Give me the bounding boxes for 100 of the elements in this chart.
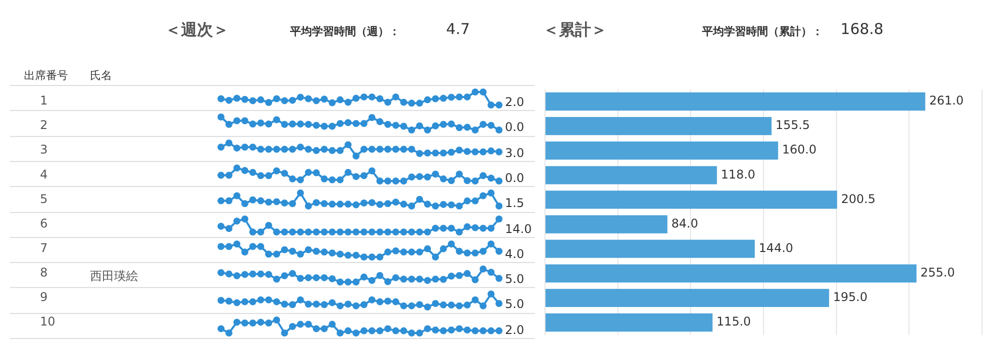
point bbox=[448, 177, 455, 184]
text: 平均学習時間（週）： bbox=[290, 24, 400, 39]
point bbox=[281, 301, 288, 308]
point bbox=[376, 118, 384, 126]
point bbox=[241, 200, 248, 208]
point bbox=[488, 122, 495, 130]
point bbox=[408, 302, 416, 310]
point bbox=[392, 198, 400, 206]
text: 14.0 bbox=[505, 222, 532, 236]
point bbox=[376, 253, 384, 260]
text: 西田瑛絵 bbox=[90, 268, 138, 286]
point bbox=[304, 95, 312, 102]
chart-title: ＜累計＞ bbox=[543, 20, 607, 41]
point bbox=[281, 329, 288, 336]
point bbox=[384, 298, 392, 306]
bar bbox=[546, 313, 713, 332]
point bbox=[218, 324, 224, 332]
point bbox=[241, 166, 248, 174]
point bbox=[472, 177, 479, 184]
point bbox=[296, 143, 304, 150]
bar bbox=[546, 264, 917, 282]
point bbox=[472, 249, 479, 256]
text: 5.0 bbox=[505, 272, 524, 286]
data-label: 118.0 bbox=[720, 167, 756, 182]
point bbox=[257, 270, 264, 278]
point bbox=[392, 298, 400, 306]
point bbox=[400, 248, 408, 256]
point bbox=[328, 275, 336, 282]
point bbox=[344, 228, 352, 235]
text: 1.5 bbox=[505, 196, 524, 210]
point bbox=[360, 145, 368, 152]
point bbox=[496, 274, 502, 282]
point bbox=[496, 326, 502, 334]
point bbox=[241, 96, 248, 103]
point bbox=[225, 139, 232, 146]
point bbox=[400, 200, 408, 208]
point bbox=[472, 296, 479, 304]
point bbox=[296, 176, 304, 184]
point bbox=[257, 242, 264, 250]
y-tick-label: 3 bbox=[40, 142, 48, 157]
point bbox=[225, 329, 232, 336]
point bbox=[344, 278, 352, 286]
point bbox=[273, 95, 280, 102]
point bbox=[320, 274, 328, 282]
data-label: 84.0 bbox=[671, 216, 698, 230]
point bbox=[328, 200, 336, 208]
point bbox=[384, 200, 392, 208]
point bbox=[408, 329, 416, 336]
point bbox=[281, 272, 288, 280]
point bbox=[368, 228, 376, 235]
point bbox=[312, 146, 320, 154]
point bbox=[296, 296, 304, 304]
point bbox=[464, 222, 471, 230]
point bbox=[336, 200, 344, 208]
y-tick-label: 7 bbox=[40, 240, 48, 255]
text: ＜週次＞ bbox=[165, 20, 229, 41]
point bbox=[249, 120, 256, 128]
point bbox=[233, 272, 240, 280]
point bbox=[344, 301, 352, 308]
point bbox=[218, 197, 224, 204]
point bbox=[488, 147, 495, 154]
point bbox=[424, 126, 432, 134]
point bbox=[304, 145, 312, 152]
point bbox=[241, 248, 248, 256]
point bbox=[218, 114, 224, 121]
bar bbox=[546, 116, 772, 136]
point bbox=[440, 326, 447, 334]
point bbox=[233, 118, 240, 125]
point bbox=[488, 268, 495, 276]
point bbox=[496, 215, 502, 222]
point bbox=[432, 253, 439, 260]
point bbox=[233, 94, 240, 102]
point bbox=[408, 100, 416, 107]
point bbox=[336, 146, 344, 154]
point bbox=[249, 97, 256, 104]
point bbox=[312, 274, 320, 282]
point bbox=[416, 196, 424, 204]
text: 2.0 bbox=[505, 322, 524, 337]
point bbox=[448, 272, 455, 280]
y-tick-label: 9 bbox=[40, 290, 48, 304]
point bbox=[312, 324, 320, 332]
bar bbox=[546, 92, 926, 111]
point bbox=[472, 88, 479, 96]
bar bbox=[546, 166, 717, 184]
point bbox=[249, 242, 256, 250]
point bbox=[384, 121, 392, 128]
point bbox=[368, 277, 376, 284]
point bbox=[440, 175, 447, 182]
point bbox=[233, 164, 240, 172]
point bbox=[296, 120, 304, 128]
point bbox=[225, 172, 232, 179]
point bbox=[448, 326, 455, 334]
point bbox=[352, 94, 360, 102]
point bbox=[257, 145, 264, 152]
point bbox=[440, 201, 447, 208]
point bbox=[225, 224, 232, 232]
bar bbox=[546, 215, 668, 234]
point bbox=[408, 145, 416, 152]
point bbox=[440, 149, 447, 156]
point bbox=[344, 326, 352, 334]
